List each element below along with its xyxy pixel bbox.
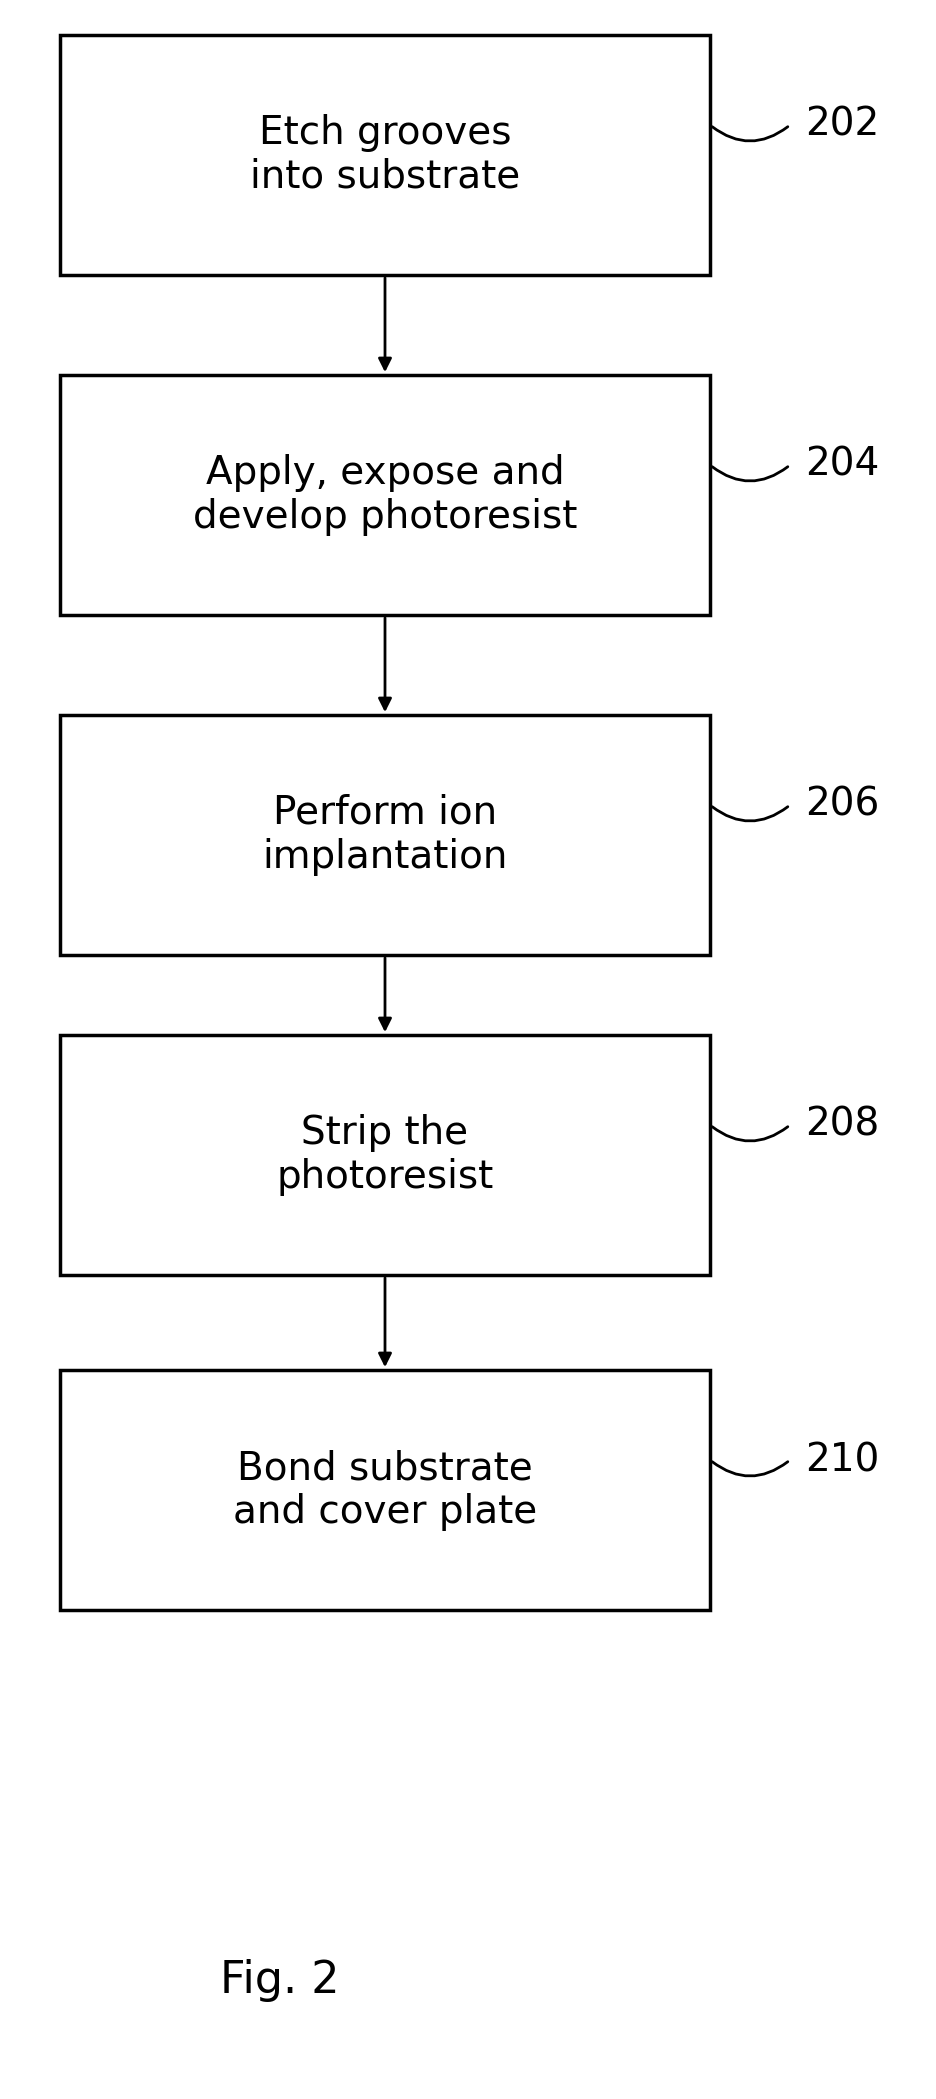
Text: 202: 202: [804, 107, 878, 145]
Text: 204: 204: [804, 445, 878, 485]
FancyBboxPatch shape: [60, 36, 709, 275]
Text: Fig. 2: Fig. 2: [220, 1958, 340, 2002]
Text: 206: 206: [804, 785, 879, 825]
Text: Perform ion
implantation: Perform ion implantation: [262, 793, 507, 875]
FancyBboxPatch shape: [60, 716, 709, 955]
FancyBboxPatch shape: [60, 1035, 709, 1274]
Text: Apply, expose and
develop photoresist: Apply, expose and develop photoresist: [193, 453, 577, 535]
Text: Bond substrate
and cover plate: Bond substrate and cover plate: [233, 1448, 536, 1530]
Text: 208: 208: [804, 1106, 878, 1144]
Text: 210: 210: [804, 1442, 879, 1480]
FancyBboxPatch shape: [60, 376, 709, 615]
FancyBboxPatch shape: [60, 1371, 709, 1610]
Text: Etch grooves
into substrate: Etch grooves into substrate: [250, 113, 519, 195]
Text: Strip the
photoresist: Strip the photoresist: [276, 1115, 493, 1196]
